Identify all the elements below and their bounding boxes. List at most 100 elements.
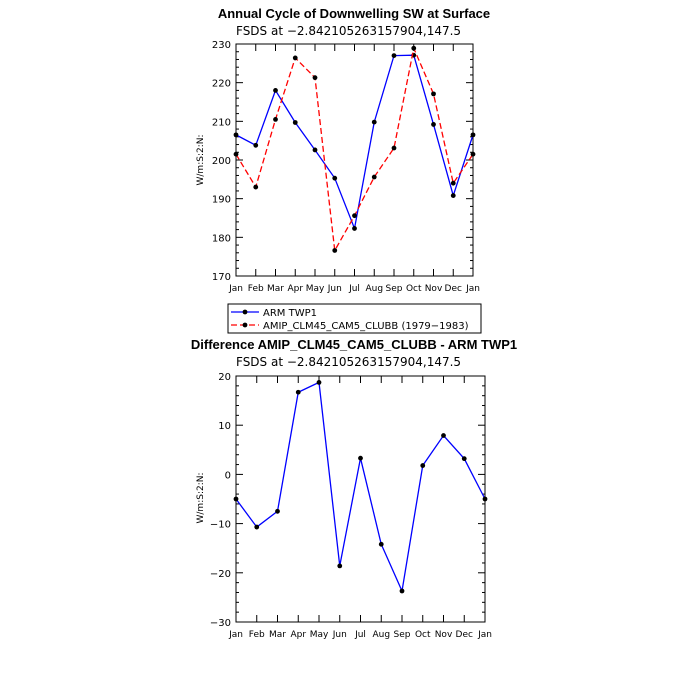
data-point <box>233 132 239 138</box>
x-tick-label: Apr <box>290 630 306 640</box>
data-point <box>275 508 280 514</box>
x-tick-label: Mar <box>267 284 284 294</box>
data-point <box>431 91 436 97</box>
x-tick-label: Sep <box>386 284 403 294</box>
data-point <box>295 389 301 395</box>
x-tick-label: Oct <box>415 630 431 640</box>
y-tick-label: 180 <box>212 233 231 244</box>
y-tick-label: 210 <box>212 117 231 128</box>
data-point <box>431 122 436 127</box>
legend-marker <box>242 322 248 328</box>
data-point <box>371 119 377 125</box>
plot-frame <box>235 43 474 277</box>
x-tick-label: Aug <box>372 630 390 640</box>
axis-ticks: −30 −20 −10 0 10 20 Jan Feb Mar Apr May Jun Jul Aug Se… <box>210 372 492 640</box>
data-point <box>273 117 278 122</box>
x-tick-label: Jan <box>228 284 243 294</box>
y-tick-label: 220 <box>212 79 231 90</box>
y-tick-label: 20 <box>218 372 231 383</box>
y-tick-label: 190 <box>212 195 231 206</box>
data-point <box>332 248 338 253</box>
x-tick-label: Jun <box>327 284 342 294</box>
x-tick-label: Jan <box>477 630 492 640</box>
data-point <box>233 496 239 502</box>
data-point <box>352 226 357 231</box>
data-point <box>358 455 363 461</box>
y-tick-label: −20 <box>210 569 231 580</box>
data-point <box>420 463 426 468</box>
series-line <box>235 381 486 594</box>
y-axis-label: W/m:S:2:N: <box>196 473 206 524</box>
data-point <box>273 88 278 93</box>
chart-subtitle: FSDS at −2.842105263157904,147.5 <box>236 24 461 38</box>
x-tick-label: Sep <box>394 630 411 640</box>
data-point <box>352 213 357 219</box>
difference-chart: Difference AMIP_CLM45_CAM5_CLUBB - ARM T… <box>191 337 517 640</box>
data-point <box>399 588 405 594</box>
data-point <box>470 132 476 138</box>
y-axis-label: W/m:S:2:N: <box>196 135 206 186</box>
plot-area <box>235 43 474 277</box>
data-point <box>411 45 417 51</box>
x-tick-label: Jul <box>354 630 366 640</box>
data-point <box>253 184 259 190</box>
x-tick-label: Apr <box>287 284 303 294</box>
chart-subtitle: FSDS at −2.842105263157904,147.5 <box>236 355 461 369</box>
data-point <box>391 53 397 58</box>
data-point <box>371 174 377 180</box>
y-tick-label: 230 <box>212 40 231 51</box>
annual-cycle-chart: Annual Cycle of Downwelling SW at Surfac… <box>196 6 490 334</box>
legend-label: ARM TWP1 <box>263 308 317 319</box>
data-point <box>441 433 446 438</box>
data-point <box>461 456 467 462</box>
data-point <box>253 142 259 148</box>
series-line <box>235 54 474 231</box>
axis-ticks: 170 180 190 200 210 220 230 Jan Feb Mar Apr May Jun J… <box>212 40 480 294</box>
plot-frame <box>235 375 486 623</box>
data-point <box>470 151 476 157</box>
x-tick-label: Nov <box>435 630 453 640</box>
x-tick-label: Feb <box>249 630 265 640</box>
data-point <box>316 379 322 385</box>
chart-title: Difference AMIP_CLM45_CAM5_CLUBB - ARM T… <box>191 337 517 352</box>
x-tick-label: Oct <box>406 284 422 294</box>
x-tick-label: Dec <box>456 630 473 640</box>
legend-label: AMIP_CLM45_CAM5_CLUBB (1979−1983) <box>263 321 469 332</box>
x-tick-label: Aug <box>365 284 383 294</box>
data-point <box>292 120 298 125</box>
series-group <box>233 379 488 594</box>
legend: ARM TWP1 AMIP_CLM45_CAM5_CLUBB (1979−1983… <box>227 303 482 334</box>
series-group <box>233 45 476 253</box>
data-point <box>378 541 384 547</box>
data-point <box>254 524 260 530</box>
y-tick-label: 170 <box>212 272 231 283</box>
data-point <box>332 175 338 181</box>
chart-title: Annual Cycle of Downwelling SW at Surfac… <box>218 6 490 21</box>
y-tick-label: −30 <box>210 618 231 629</box>
legend-box <box>227 303 482 334</box>
legend-marker <box>242 309 248 315</box>
y-tick-label: 0 <box>225 470 231 481</box>
data-point <box>482 496 488 502</box>
x-tick-label: Mar <box>269 630 286 640</box>
x-tick-label: Jan <box>465 284 480 294</box>
plot-area <box>235 375 486 623</box>
x-tick-label: Jan <box>228 630 243 640</box>
x-tick-label: May <box>310 630 329 640</box>
data-point <box>391 145 397 151</box>
x-tick-label: Jul <box>348 284 360 294</box>
x-tick-label: May <box>306 284 325 294</box>
series-line <box>235 46 474 253</box>
x-tick-label: Feb <box>248 284 264 294</box>
data-point <box>233 151 239 157</box>
data-point <box>312 147 318 153</box>
y-tick-label: 10 <box>218 421 231 432</box>
data-point <box>450 180 456 186</box>
data-point <box>450 193 456 198</box>
data-point <box>292 55 298 61</box>
x-tick-label: Nov <box>425 284 443 294</box>
data-point <box>312 75 318 81</box>
y-tick-label: 200 <box>212 156 231 167</box>
data-point <box>337 563 343 569</box>
